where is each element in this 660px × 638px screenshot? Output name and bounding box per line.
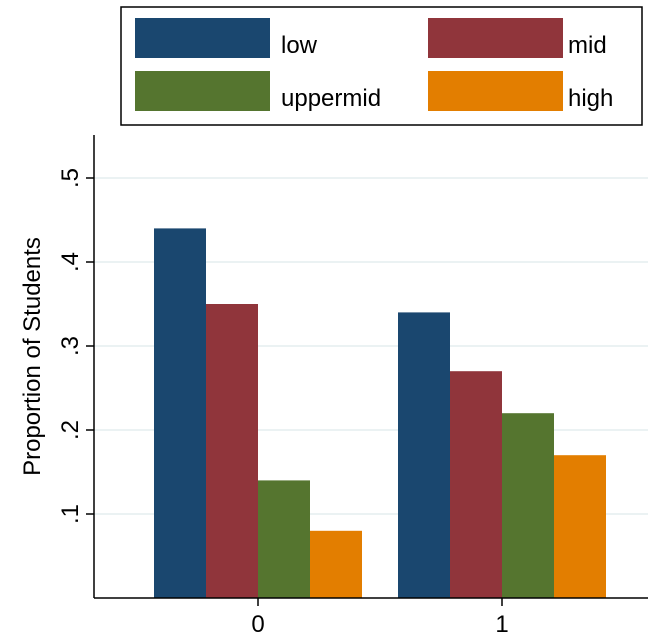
legend-label-high: high — [568, 85, 613, 112]
bar-low-1 — [398, 312, 450, 598]
y-axis-title: Proportion of Students — [19, 237, 46, 476]
bar-mid-1 — [450, 371, 502, 598]
y-tick-label-2: .3 — [57, 336, 84, 356]
y-tick-label-1: .2 — [57, 420, 84, 440]
x-tick-label-0: 0 — [251, 611, 264, 638]
x-tick-label-1: 1 — [495, 611, 508, 638]
bars — [154, 228, 606, 598]
legend-label-low: low — [281, 32, 318, 59]
legend-swatch-low — [135, 18, 270, 58]
legend-label-mid: mid — [568, 32, 607, 59]
y-tick-label-3: .4 — [57, 252, 84, 272]
legend-swatch-high — [428, 71, 563, 111]
bar-high-0 — [310, 530, 362, 598]
legend-swatch-uppermid — [135, 71, 270, 111]
bar-high-1 — [554, 455, 606, 598]
bar-uppermid-0 — [258, 480, 310, 598]
bar-low-0 — [154, 228, 206, 598]
legend-swatch-mid — [428, 18, 563, 58]
legend: low mid uppermid high — [120, 6, 643, 126]
bar-uppermid-1 — [502, 413, 554, 598]
y-tick-label-0: .1 — [57, 504, 84, 524]
bar-mid-0 — [206, 304, 258, 598]
legend-label-uppermid: uppermid — [281, 85, 381, 112]
y-tick-label-4: .5 — [57, 168, 84, 188]
y-ticks: .1 .2 .3 .4 .5 — [57, 168, 94, 524]
